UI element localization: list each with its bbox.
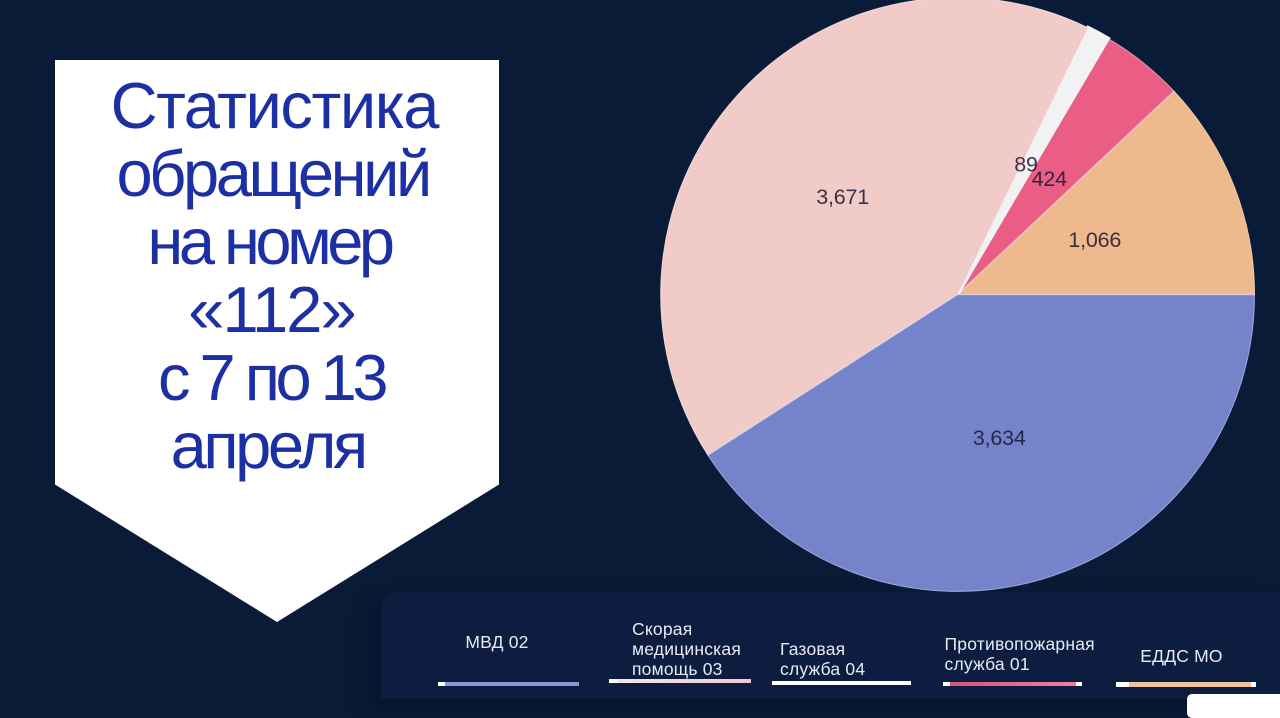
svg-text:89: 89 bbox=[1014, 153, 1038, 177]
svg-text:3,634: 3,634 bbox=[973, 426, 1026, 450]
svg-text:1,066: 1,066 bbox=[1068, 228, 1121, 252]
svg-text:424: 424 bbox=[1032, 167, 1068, 191]
svg-text:3,671: 3,671 bbox=[816, 185, 869, 209]
